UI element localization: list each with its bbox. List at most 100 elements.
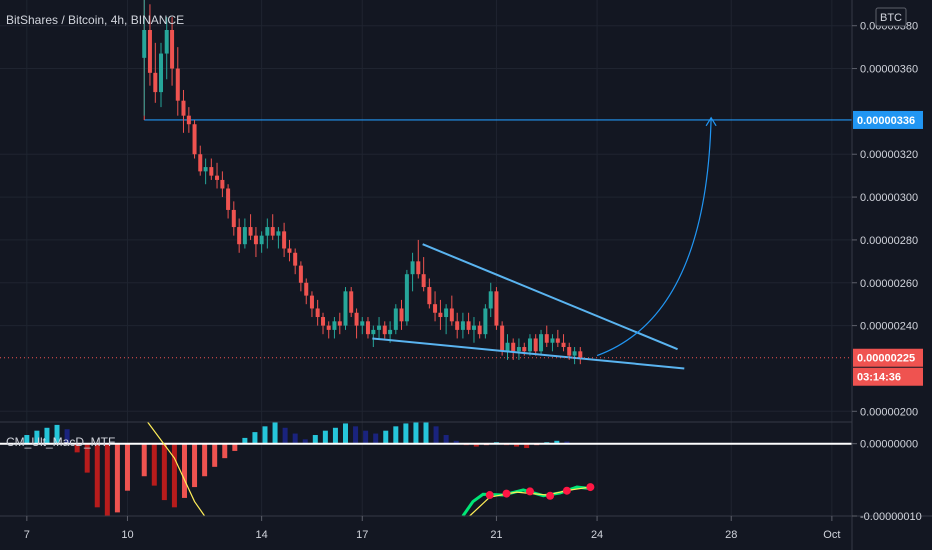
candle-body xyxy=(337,321,342,326)
macd-histogram-bar xyxy=(473,443,479,447)
countdown-badge: 03:14:36 xyxy=(853,367,923,386)
candle-body xyxy=(192,124,197,155)
macd-histogram-bar xyxy=(353,426,359,444)
countdown-badge-text: 03:14:36 xyxy=(857,372,901,384)
candle-body xyxy=(242,227,247,245)
candle xyxy=(511,338,516,360)
time-tick-label: 28 xyxy=(725,529,737,541)
macd-histogram-bar xyxy=(242,437,248,444)
macd-histogram-bar xyxy=(124,443,130,491)
candle-body xyxy=(186,115,191,125)
candle-body xyxy=(533,338,538,352)
signal-line xyxy=(147,421,206,517)
chart-title: BitShares / Bitcoin, 4h, BINANCE xyxy=(6,13,184,27)
candle-body xyxy=(416,261,421,275)
candle xyxy=(270,214,275,240)
macd-histogram-bar xyxy=(383,430,389,444)
candle xyxy=(449,295,454,326)
candle xyxy=(416,239,421,279)
candle xyxy=(544,325,549,348)
candle xyxy=(471,317,476,343)
candle-body xyxy=(321,317,326,326)
macd-histogram-bar xyxy=(202,443,208,477)
candle xyxy=(533,334,538,356)
macd-histogram-bar xyxy=(433,426,439,444)
candle-body xyxy=(471,325,476,330)
candle-body xyxy=(444,308,449,318)
macd-cross-dot xyxy=(586,483,595,492)
candle xyxy=(198,145,203,176)
candle-body xyxy=(215,175,220,180)
candles xyxy=(142,0,583,365)
last-price-badge: 0.00000225 xyxy=(853,348,923,367)
price-axis[interactable]: 0.00000380 0.00000360 0.00000320 0.00000300… xyxy=(852,21,918,419)
time-tick-label: 21 xyxy=(490,529,502,541)
candle-body xyxy=(354,312,359,326)
candle-body xyxy=(253,235,258,245)
candle xyxy=(354,308,359,339)
candle xyxy=(360,317,365,335)
candle-body xyxy=(393,308,398,330)
candle xyxy=(237,218,242,253)
candle xyxy=(410,252,415,292)
candle-body xyxy=(265,227,270,236)
time-axis[interactable]: 7 10 14 17 21 24 28 Oct xyxy=(24,516,841,541)
candle xyxy=(505,334,510,360)
candle-body xyxy=(276,231,281,236)
candle-body xyxy=(298,265,303,283)
macd-histogram-bar xyxy=(212,443,218,467)
candle xyxy=(466,312,471,335)
candle xyxy=(215,162,220,189)
macd-line xyxy=(461,485,591,517)
macd-cross-dot xyxy=(546,491,555,500)
candle xyxy=(371,325,376,348)
candle xyxy=(170,17,175,86)
candle-body xyxy=(248,227,253,236)
candle xyxy=(287,239,292,262)
candle xyxy=(192,119,197,159)
macd-histogram-bar xyxy=(84,443,90,473)
candle-body xyxy=(527,338,532,352)
candle-body xyxy=(142,29,147,58)
macd-histogram-bar xyxy=(514,443,520,447)
candle-body xyxy=(539,334,544,352)
wedge-lower-line[interactable] xyxy=(372,337,685,370)
drawings[interactable] xyxy=(372,116,717,370)
candle xyxy=(477,321,482,339)
wedge-upper-line[interactable] xyxy=(422,243,678,351)
currency-label: BTC xyxy=(880,12,902,24)
candle-body xyxy=(293,252,298,266)
candle-body xyxy=(427,287,432,305)
candle-body xyxy=(159,53,164,93)
time-tick-label: 17 xyxy=(356,529,368,541)
macd-histogram-bar xyxy=(262,426,268,444)
macd-histogram-bar xyxy=(24,435,30,444)
candle-body xyxy=(494,291,499,326)
projection-arrow-curve[interactable] xyxy=(596,117,712,357)
candle xyxy=(326,321,331,339)
candle xyxy=(555,329,560,348)
candle-body xyxy=(438,312,443,318)
macd-histogram-bar xyxy=(312,435,318,444)
macd-histogram-bar xyxy=(171,443,177,508)
currency-badge[interactable]: BTC xyxy=(875,7,907,27)
candle-body xyxy=(220,179,225,189)
candle xyxy=(298,261,303,292)
candle-body xyxy=(231,209,236,228)
last-price-badge-text: 0.00000225 xyxy=(857,353,915,365)
candle-body xyxy=(404,274,409,322)
candle xyxy=(427,278,432,309)
time-tick-label: 7 xyxy=(24,529,30,541)
candle-body xyxy=(226,188,231,210)
candle-body xyxy=(181,100,186,116)
macd-histogram-bar xyxy=(322,430,328,444)
candle xyxy=(494,287,499,330)
indicator-axis[interactable]: 0.00000000 -0.00000010 xyxy=(852,439,922,523)
indicator-tick-label: -0.00000010 xyxy=(860,511,922,523)
candle xyxy=(159,42,164,108)
candle-body xyxy=(304,282,309,296)
candle-body xyxy=(153,72,158,93)
price-tick-label: 0.00000300 xyxy=(860,192,918,204)
candle xyxy=(433,291,438,322)
